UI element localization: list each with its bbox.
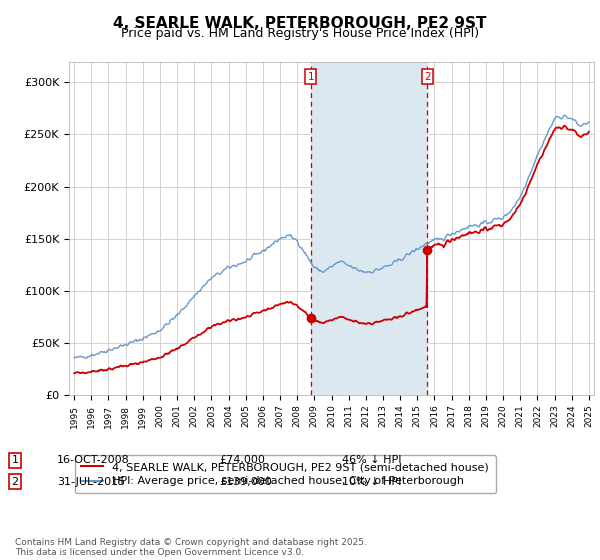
Text: 10% ↓ HPI: 10% ↓ HPI — [342, 477, 401, 487]
Text: £139,000: £139,000 — [219, 477, 272, 487]
Text: 2: 2 — [424, 72, 431, 82]
Legend: 4, SEARLE WALK, PETERBOROUGH, PE2 9ST (semi-detached house), HPI: Average price,: 4, SEARLE WALK, PETERBOROUGH, PE2 9ST (s… — [74, 455, 496, 493]
Text: 2: 2 — [11, 477, 19, 487]
Text: 46% ↓ HPI: 46% ↓ HPI — [342, 455, 401, 465]
Text: 31-JUL-2015: 31-JUL-2015 — [57, 477, 125, 487]
Text: 4, SEARLE WALK, PETERBOROUGH, PE2 9ST: 4, SEARLE WALK, PETERBOROUGH, PE2 9ST — [113, 16, 487, 31]
Bar — [311, 62, 427, 395]
Text: 1: 1 — [11, 455, 19, 465]
Text: 1: 1 — [307, 72, 314, 82]
Text: Price paid vs. HM Land Registry's House Price Index (HPI): Price paid vs. HM Land Registry's House … — [121, 27, 479, 40]
Text: 16-OCT-2008: 16-OCT-2008 — [57, 455, 130, 465]
Text: £74,000: £74,000 — [219, 455, 265, 465]
Text: Contains HM Land Registry data © Crown copyright and database right 2025.
This d: Contains HM Land Registry data © Crown c… — [15, 538, 367, 557]
